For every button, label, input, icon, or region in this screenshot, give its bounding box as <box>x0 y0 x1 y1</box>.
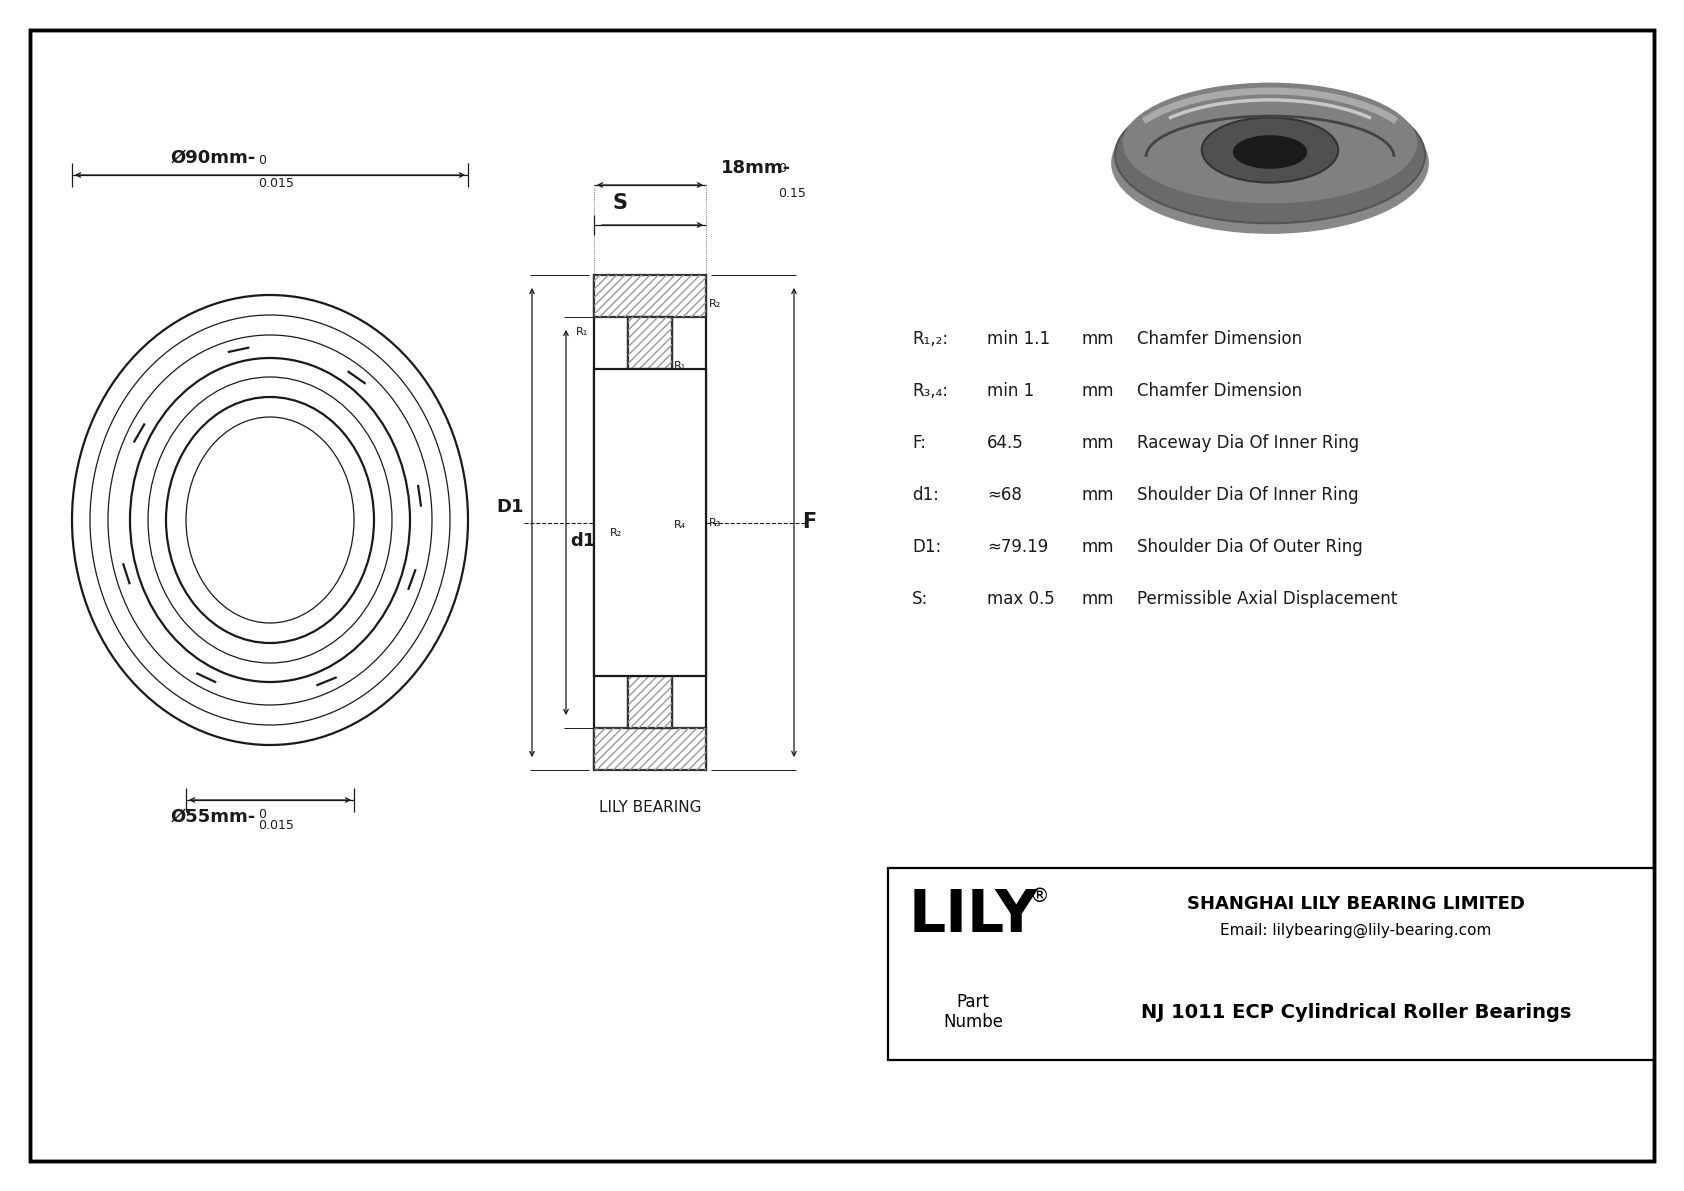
Text: mm: mm <box>1083 486 1115 504</box>
Text: NJ 1011 ECP Cylindrical Roller Bearings: NJ 1011 ECP Cylindrical Roller Bearings <box>1140 1003 1571 1022</box>
Text: R₁,₂:: R₁,₂: <box>913 330 948 348</box>
Text: 18mm-: 18mm- <box>721 160 791 177</box>
Text: F:: F: <box>913 434 926 453</box>
Text: F: F <box>802 512 817 532</box>
Text: ≈79.19: ≈79.19 <box>987 538 1047 556</box>
Text: R₃,₄:: R₃,₄: <box>913 382 948 400</box>
Text: 0: 0 <box>778 162 786 175</box>
Ellipse shape <box>130 358 409 682</box>
Text: min 1: min 1 <box>987 382 1034 400</box>
Text: R₁: R₁ <box>674 361 687 372</box>
Text: max 0.5: max 0.5 <box>987 590 1054 607</box>
Text: Ø55mm-: Ø55mm- <box>170 807 256 827</box>
Text: R₁: R₁ <box>576 328 588 337</box>
Text: Ø90mm-: Ø90mm- <box>170 149 256 167</box>
Text: 0.15: 0.15 <box>778 187 807 200</box>
Text: mm: mm <box>1083 538 1115 556</box>
Ellipse shape <box>148 378 392 663</box>
Text: D1:: D1: <box>913 538 941 556</box>
Bar <box>594 728 706 771</box>
Text: LILY: LILY <box>908 887 1037 944</box>
Text: Chamfer Dimension: Chamfer Dimension <box>1137 330 1302 348</box>
Text: min 1.1: min 1.1 <box>987 330 1051 348</box>
Text: Part
Numbe: Part Numbe <box>943 992 1004 1031</box>
Ellipse shape <box>1123 82 1418 204</box>
Ellipse shape <box>1111 92 1430 233</box>
Text: 0.015: 0.015 <box>258 177 295 191</box>
Ellipse shape <box>1115 87 1425 223</box>
Ellipse shape <box>185 417 354 623</box>
Ellipse shape <box>89 314 450 725</box>
Text: 0: 0 <box>258 154 266 167</box>
Text: S: S <box>613 193 628 213</box>
Text: Permissible Axial Displacement: Permissible Axial Displacement <box>1137 590 1398 607</box>
Text: ®: ® <box>1029 886 1049 905</box>
Text: D1: D1 <box>497 499 524 517</box>
Text: R₄: R₄ <box>674 520 687 530</box>
Text: SHANGHAI LILY BEARING LIMITED: SHANGHAI LILY BEARING LIMITED <box>1187 894 1526 913</box>
Text: 0: 0 <box>258 807 266 821</box>
Ellipse shape <box>1202 118 1339 182</box>
Text: mm: mm <box>1083 330 1115 348</box>
Text: 0.015: 0.015 <box>258 819 295 833</box>
Text: Chamfer Dimension: Chamfer Dimension <box>1137 382 1302 400</box>
Text: ≈68: ≈68 <box>987 486 1022 504</box>
Text: d1: d1 <box>569 531 594 549</box>
Text: mm: mm <box>1083 434 1115 453</box>
Ellipse shape <box>108 335 433 705</box>
Bar <box>628 676 672 728</box>
Text: S:: S: <box>913 590 928 607</box>
Bar <box>628 317 672 369</box>
Text: Shoulder Dia Of Outer Ring: Shoulder Dia Of Outer Ring <box>1137 538 1362 556</box>
Ellipse shape <box>72 295 468 746</box>
Ellipse shape <box>1233 136 1307 169</box>
Text: 64.5: 64.5 <box>987 434 1024 453</box>
Ellipse shape <box>167 397 374 643</box>
Text: R₂: R₂ <box>610 528 623 537</box>
Text: LILY BEARING: LILY BEARING <box>600 800 701 815</box>
Text: Email: lilybearing@lily-bearing.com: Email: lilybearing@lily-bearing.com <box>1221 922 1492 937</box>
Text: Raceway Dia Of Inner Ring: Raceway Dia Of Inner Ring <box>1137 434 1359 453</box>
Bar <box>594 275 706 317</box>
Text: mm: mm <box>1083 382 1115 400</box>
Text: Shoulder Dia Of Inner Ring: Shoulder Dia Of Inner Ring <box>1137 486 1359 504</box>
Bar <box>594 369 706 676</box>
Bar <box>887 868 1654 1060</box>
Text: d1:: d1: <box>913 486 940 504</box>
Text: R₂: R₂ <box>709 299 721 308</box>
Text: mm: mm <box>1083 590 1115 607</box>
Text: R₃: R₃ <box>709 518 721 528</box>
